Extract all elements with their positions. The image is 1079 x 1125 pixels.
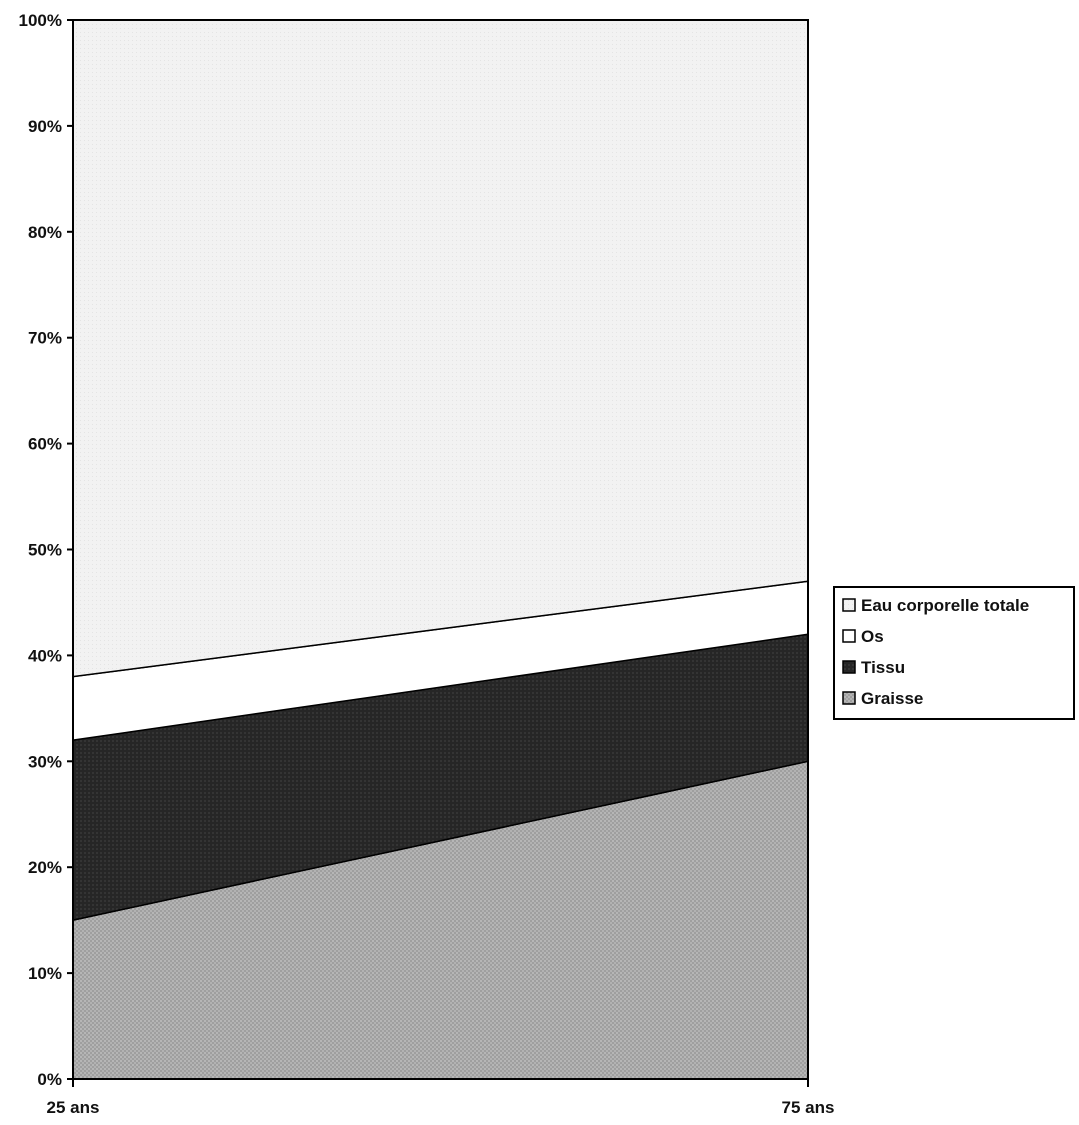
x-tick-label: 75 ans (782, 1098, 835, 1117)
legend-label-os: Os (861, 627, 884, 646)
y-tick-label: 100% (19, 11, 62, 30)
y-tick-label: 60% (28, 435, 62, 454)
legend: Eau corporelle totale Os Tissu Graisse (833, 586, 1075, 720)
y-tick-label: 0% (37, 1070, 62, 1089)
y-tick-label: 50% (28, 541, 62, 560)
y-tick-label: 90% (28, 117, 62, 136)
legend-label-tissu: Tissu (861, 658, 905, 677)
legend-label-eau-corporelle-totale: Eau corporelle totale (861, 596, 1029, 615)
legend-swatch-os (842, 629, 856, 643)
y-tick-label: 70% (28, 329, 62, 348)
legend-swatch-eau-corporelle-totale (842, 598, 856, 612)
legend-swatch-graisse (842, 691, 856, 705)
y-tick-label: 40% (28, 646, 62, 665)
y-tick-label: 30% (28, 752, 62, 771)
x-tick-label: 25 ans (47, 1098, 100, 1117)
plot-area (72, 19, 809, 1080)
y-tick-label: 20% (28, 858, 62, 877)
area-eau-corporelle-totale (72, 19, 809, 678)
legend-box (833, 586, 1075, 720)
axes: 0% 10% 20% 30% 40% 50% 60% 70% 80% 90% 100% 25 ans 7… (19, 11, 835, 1117)
y-tick-label: 10% (28, 964, 62, 983)
y-tick-label: 80% (28, 223, 62, 242)
legend-swatch-tissu (842, 660, 856, 674)
legend-label-graisse: Graisse (861, 689, 923, 708)
